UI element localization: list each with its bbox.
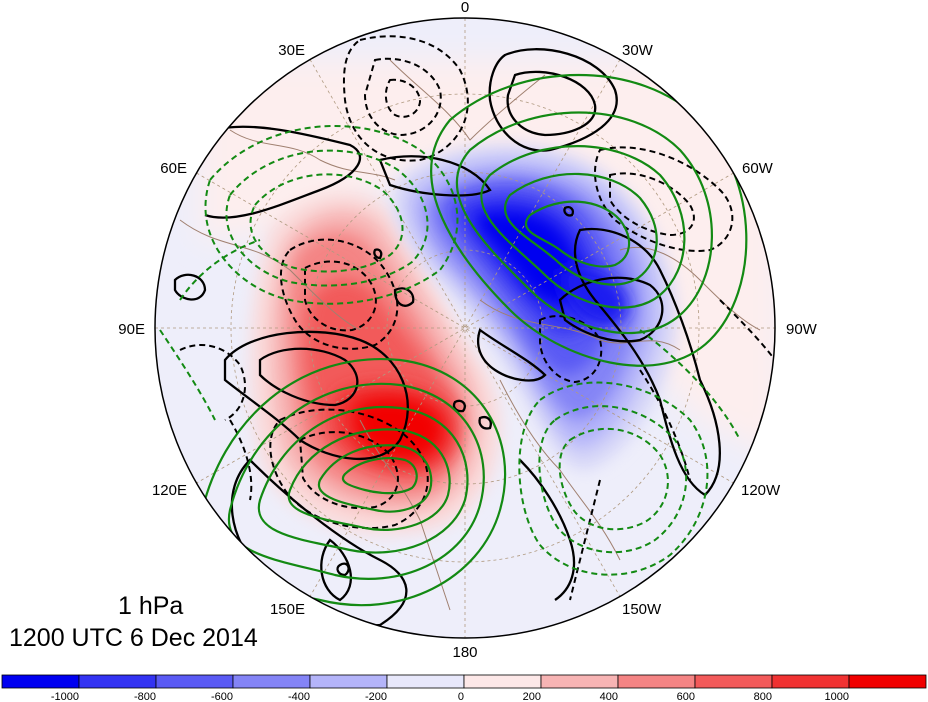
lon-label-120e: 120E: [152, 482, 187, 499]
pinkish-background: [200, 60, 775, 460]
longitude-labels: 0 30W 60W 90W 120W 150W 180 150E 120E 90…: [118, 0, 817, 661]
colorbar-segment: [155, 674, 234, 689]
map-boundary: [154, 17, 776, 639]
lon-label-0: 0: [461, 0, 469, 16]
black-dashed-contours: [179, 35, 775, 601]
colorbar-segment: [848, 674, 927, 689]
lon-label-180: 180: [452, 644, 477, 661]
colorbar-tick-label: 0: [458, 691, 464, 702]
colorbar-tick-label: 400: [600, 691, 618, 702]
colorbar-tick-label: -200: [365, 691, 387, 702]
lon-label-150e: 150E: [270, 601, 305, 618]
lon-label-120w: 120W: [741, 482, 781, 499]
lon-label-150w: 150W: [622, 601, 662, 618]
colorbar-segment: [309, 674, 388, 689]
colorbar-segment: [232, 674, 311, 689]
lon-label-60w: 60W: [742, 160, 774, 177]
colorbar-tick-label: 1000: [825, 691, 849, 702]
datetime-label: 1200 UTC 6 Dec 2014: [9, 624, 258, 652]
pressure-level-label: 1 hPa: [118, 592, 184, 620]
colorbar-segment: [617, 674, 696, 689]
lon-label-30e: 30E: [278, 42, 305, 59]
colorbar-tick-label: 800: [754, 691, 772, 702]
colorbar-tick-label: -800: [134, 691, 156, 702]
negative-anomaly-shading: [394, 144, 677, 471]
colorbar-segment: [1, 674, 80, 689]
colorbar-segment: [463, 674, 542, 689]
colorbar: -1000 -800 -600 -400 -200 0 200 400 600 800 1000: [1, 674, 927, 702]
colorbar-segment: [386, 674, 465, 689]
colorbar-tick-label: -1000: [51, 691, 79, 702]
colorbar-segment: [540, 674, 619, 689]
colorbar-tick-label: -600: [211, 691, 233, 702]
lon-label-30w: 30W: [622, 42, 654, 59]
colorbar-tick-label: 200: [523, 691, 541, 702]
colorbar-tick-label: -400: [288, 691, 310, 702]
colorbar-segment: [694, 674, 773, 689]
colorbar-segment: [771, 674, 850, 689]
colorbar-tick-label: 600: [677, 691, 695, 702]
lon-label-60e: 60E: [160, 160, 187, 177]
green-dashed-contours: [159, 125, 741, 576]
colorbar-segment: [78, 674, 157, 689]
lon-label-90e: 90E: [118, 321, 145, 338]
lon-label-90w: 90W: [786, 321, 818, 338]
